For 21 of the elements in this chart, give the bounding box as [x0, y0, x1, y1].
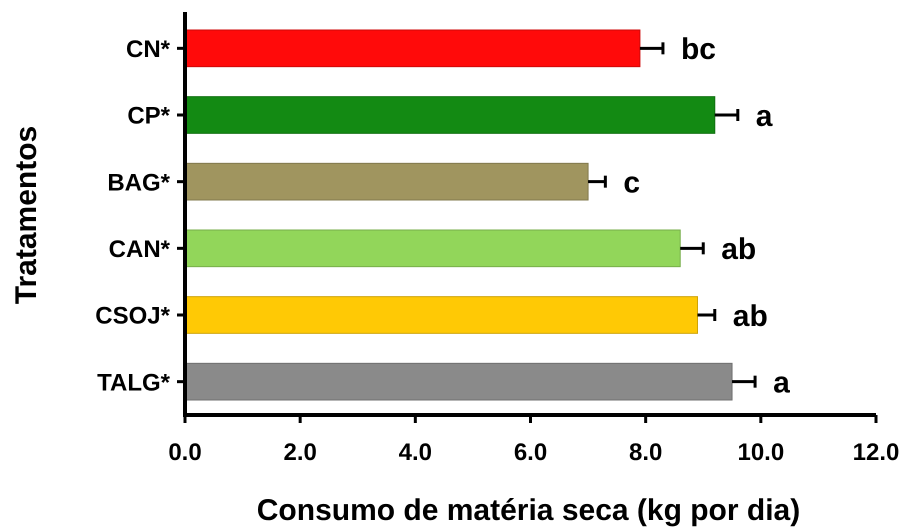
data-label: c: [623, 166, 640, 200]
y-tick-label: CN*: [126, 36, 171, 63]
data-label: ab: [721, 233, 756, 266]
y-tick-label: TALG*: [97, 369, 171, 396]
data-label: bc: [680, 33, 716, 66]
y-tick-label: BAG*: [107, 169, 171, 196]
y-tick-label: CP*: [127, 102, 171, 130]
x-tick-label: 0.0: [168, 439, 202, 466]
y-axis-title: Tratamentos: [10, 126, 43, 304]
x-tick-label: 8.0: [628, 439, 662, 466]
data-label: a: [756, 100, 773, 133]
x-tick-label: 12.0: [852, 439, 900, 466]
x-tick-label: 10.0: [737, 439, 784, 466]
y-tick-label: CSOJ*: [95, 302, 171, 330]
data-label: ab: [732, 300, 768, 333]
x-tick-label: 2.0: [283, 439, 317, 466]
x-axis-title: Consumo de matéria seca (kg por dia): [256, 494, 800, 527]
x-tick-label: 4.0: [398, 439, 432, 466]
x-tick-label: 6.0: [514, 439, 548, 466]
data-label: a: [773, 366, 790, 400]
y-tick-label: CAN*: [108, 236, 171, 263]
